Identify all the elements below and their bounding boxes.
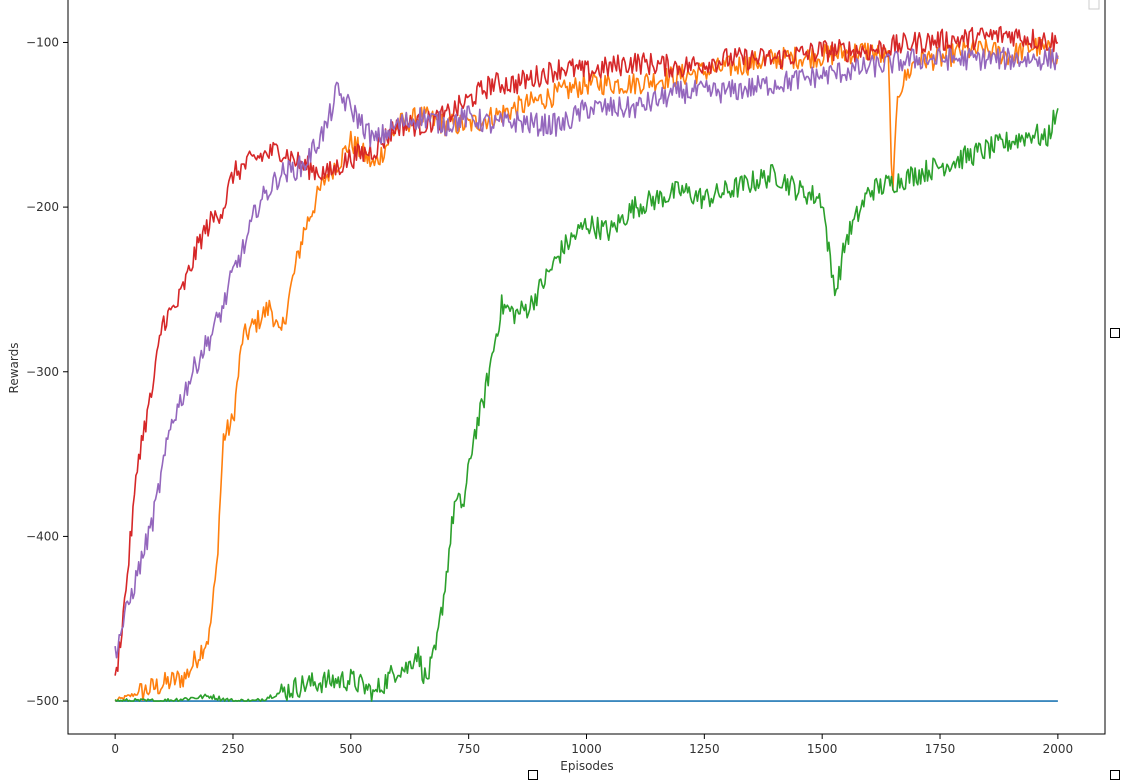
resize-handle-corner[interactable] xyxy=(1110,770,1120,780)
x-tick-label: 1000 xyxy=(571,742,602,756)
x-tick-label: 500 xyxy=(339,742,362,756)
x-tick-label: 1500 xyxy=(807,742,838,756)
y-tick-label: −500 xyxy=(26,694,59,708)
x-tick-label: 1750 xyxy=(925,742,956,756)
x-tick-label: 2000 xyxy=(1043,742,1074,756)
resize-handle-bottom[interactable] xyxy=(528,770,538,780)
y-tick-label: −400 xyxy=(26,529,59,543)
x-tick-label: 750 xyxy=(457,742,480,756)
x-axis: 0 250 500 750 1000 1250 1500 1750 2000 xyxy=(111,734,1073,756)
series-line-4 xyxy=(114,46,1059,659)
y-tick-label: −200 xyxy=(26,200,59,214)
y-tick-label: −100 xyxy=(26,35,59,49)
series-line-1 xyxy=(114,36,1059,702)
series-line-3 xyxy=(114,25,1059,676)
y-axis: −500 −400 −300 −200 −100 xyxy=(26,35,68,708)
y-tick-label: −300 xyxy=(26,365,59,379)
x-tick-label: 1250 xyxy=(689,742,720,756)
legend-box xyxy=(1088,0,1100,10)
plot-area xyxy=(67,0,1106,735)
y-axis-label: Rewards xyxy=(7,343,21,394)
series-line-2 xyxy=(114,108,1059,702)
series-layer xyxy=(114,25,1059,702)
resize-handle-right[interactable] xyxy=(1110,328,1120,338)
x-tick-label: 250 xyxy=(222,742,245,756)
x-axis-label: Episodes xyxy=(560,759,613,773)
x-tick-label: 0 xyxy=(111,742,119,756)
